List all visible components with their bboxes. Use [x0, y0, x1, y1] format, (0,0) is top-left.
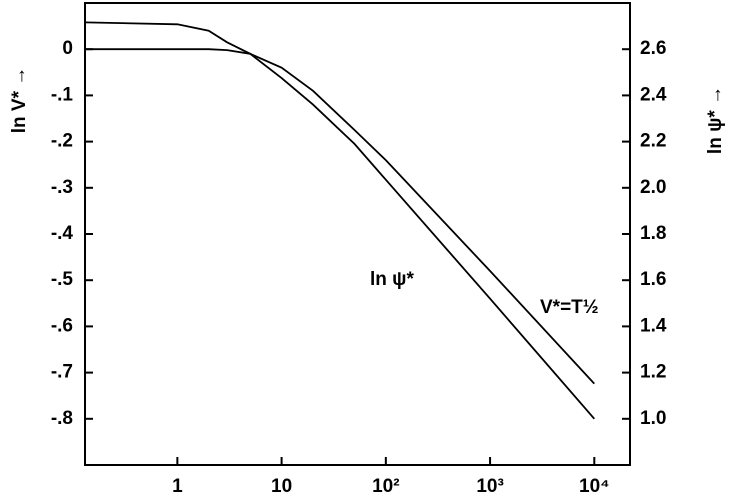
y2-tick-label: 2.0	[640, 177, 666, 198]
x-tick-label: 10	[271, 476, 292, 497]
data-line	[85, 48, 595, 385]
data-line	[84, 21, 595, 420]
x-tick-label: 10²	[372, 476, 399, 497]
y-tick-label: -.6	[51, 315, 73, 336]
y-tick-label: -.2	[51, 131, 73, 152]
y2-tick-label: 2.2	[640, 131, 666, 152]
y2-tick-label: 1.6	[640, 269, 666, 290]
y-tick-label: -.5	[51, 269, 74, 290]
plot-frame	[84, 2, 631, 466]
y2-tick-label: 1.4	[640, 315, 667, 336]
y-tick-label: -.7	[51, 362, 73, 383]
y2-tick-label: 1.0	[640, 408, 666, 429]
y2-tick-label: 2.4	[640, 84, 667, 105]
y2-tick-label: 1.2	[640, 362, 666, 383]
y-tick-label: -.4	[51, 223, 74, 244]
curve-annotation: ln ψ*	[370, 269, 414, 290]
y-tick-label: -.1	[51, 84, 74, 105]
y-axis-label: ln V* →	[9, 67, 30, 134]
y-tick-label: 0	[62, 38, 73, 59]
x-tick-label: 1	[172, 476, 183, 497]
y2-axis-label: ln ψ* →	[705, 86, 726, 154]
curve-annotation: V*=T½	[540, 297, 599, 318]
y2-tick-label: 2.6	[640, 38, 666, 59]
y-tick-label: -.3	[51, 177, 73, 198]
y2-tick-label: 1.8	[640, 223, 666, 244]
y-tick-label: -.8	[51, 408, 73, 429]
x-tick-label: 10³	[476, 476, 503, 497]
x-tick-label: 10⁴	[579, 476, 610, 497]
